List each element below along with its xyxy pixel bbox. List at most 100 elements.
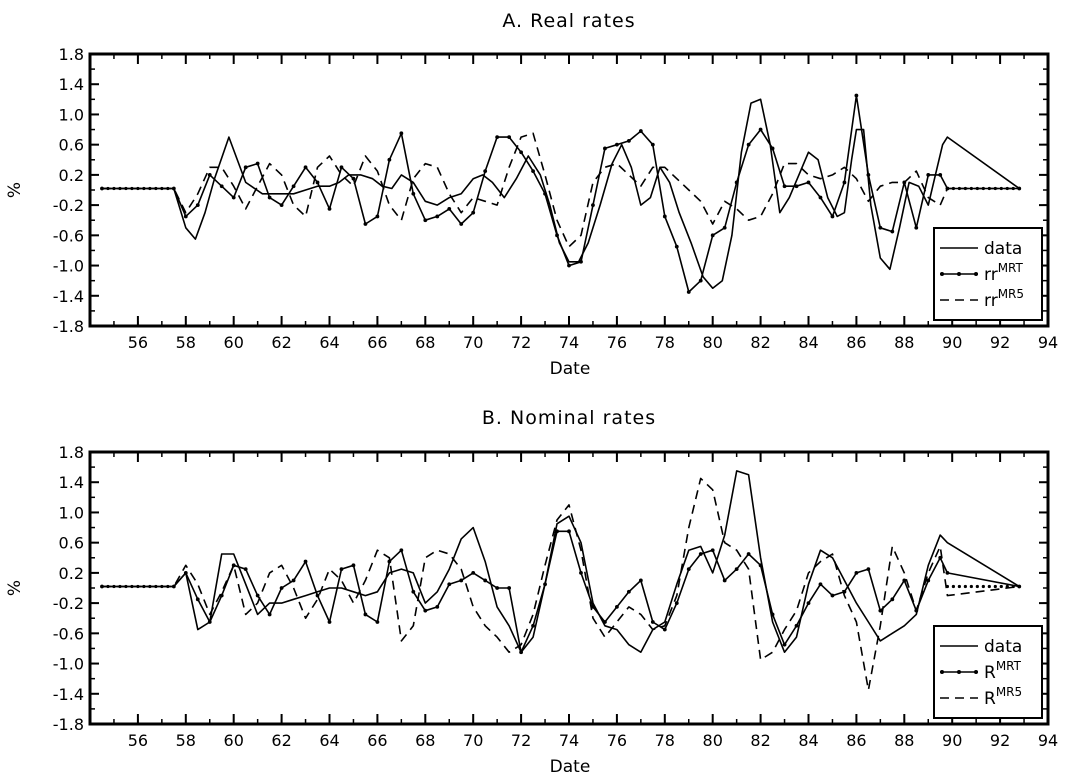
legend-marker	[940, 670, 944, 674]
y-tick-label: -0.2	[53, 196, 84, 215]
series-point	[495, 586, 500, 590]
y-tick-label: -1.4	[53, 685, 84, 704]
legend-box	[933, 625, 1043, 719]
series-point	[698, 278, 703, 283]
y-tick-label: 1.8	[59, 443, 84, 462]
series-point	[447, 206, 452, 211]
x-tick-label: 60	[224, 333, 244, 352]
legend-label: data	[984, 637, 1022, 657]
y-tick-label: 0.2	[59, 564, 84, 583]
legend-marker	[974, 670, 978, 674]
x-tick-label: 64	[319, 333, 339, 352]
x-tick-label: 86	[846, 333, 866, 352]
legend-label: data	[984, 239, 1022, 259]
series-point	[423, 218, 428, 223]
series-point	[567, 263, 571, 268]
x-axis-label: Date	[550, 757, 591, 777]
series-line-1	[102, 94, 1020, 293]
series-point	[231, 563, 236, 568]
series-point	[854, 570, 859, 575]
series-point	[926, 172, 931, 177]
series-point	[555, 233, 559, 238]
series-point	[945, 570, 950, 575]
series-point	[806, 180, 811, 185]
legend-label: rrMRT	[984, 261, 1024, 285]
series-point	[339, 567, 344, 572]
series-point	[279, 586, 284, 590]
series-point	[603, 146, 607, 151]
series-point	[195, 203, 200, 208]
series-point	[662, 214, 667, 219]
y-tick-label: -1.8	[53, 317, 84, 336]
series-point	[543, 582, 547, 587]
series-point	[698, 552, 703, 556]
series-point	[806, 601, 811, 606]
x-tick-label: 62	[271, 731, 291, 750]
x-tick-label: 92	[990, 731, 1010, 750]
series-point	[722, 225, 727, 230]
series-point	[830, 593, 835, 598]
x-tick-label: 70	[463, 731, 483, 750]
x-tick-label: 58	[176, 333, 196, 352]
series-point	[207, 620, 212, 624]
series-point	[710, 233, 715, 238]
series-point	[447, 582, 452, 587]
series-point	[993, 584, 997, 589]
series-point	[387, 157, 392, 162]
series-point	[142, 584, 146, 589]
series-point	[674, 601, 679, 606]
series-point	[267, 612, 272, 617]
chart-title: B. Nominal rates	[482, 407, 656, 429]
series-point	[483, 169, 488, 174]
series-point	[890, 229, 895, 234]
series-point	[195, 597, 200, 602]
series-point	[591, 604, 595, 609]
series-point	[172, 186, 176, 191]
series-point	[303, 559, 308, 564]
series-point	[279, 203, 284, 208]
legend-label: RMR5	[984, 685, 1022, 709]
x-tick-label: 72	[511, 731, 531, 750]
x-tick-label: 74	[559, 333, 579, 352]
x-tick-label: 62	[271, 333, 291, 352]
panel-a: A. Real rates 1.8 1.4 1.0 0.6 0.2 -0.2 -0.6 -1.0…	[5, 10, 1058, 379]
x-tick-label: 76	[607, 333, 627, 352]
series-point	[172, 584, 176, 589]
series-point	[351, 563, 356, 568]
x-tick-label: 92	[990, 333, 1010, 352]
series-point	[615, 142, 619, 147]
series-point	[207, 172, 212, 177]
y-axis-label: %	[5, 580, 25, 596]
series-point	[1017, 186, 1021, 191]
series-point	[794, 623, 799, 628]
series-point	[662, 627, 667, 632]
series-point	[638, 129, 643, 133]
series-point	[626, 138, 631, 143]
x-tick-label: 64	[319, 731, 339, 750]
x-tick-label: 84	[798, 333, 818, 352]
y-tick-label: 1.4	[59, 473, 84, 492]
series-point	[375, 620, 380, 624]
x-tick-label: 66	[367, 333, 387, 352]
series-point	[423, 608, 428, 613]
series-point	[183, 214, 188, 219]
x-tick-label: 88	[894, 731, 914, 750]
y-tick-label: 0.6	[59, 534, 84, 553]
series-point	[969, 186, 973, 191]
series-point	[315, 180, 320, 185]
series-point	[219, 184, 224, 189]
legend-marker	[957, 272, 961, 276]
series-point	[686, 567, 691, 572]
series-point	[507, 586, 512, 590]
x-tick-label: 76	[607, 731, 627, 750]
x-tick-label: 80	[703, 333, 723, 352]
series-point	[981, 584, 985, 589]
series-point	[1017, 584, 1021, 589]
series-point	[957, 584, 961, 589]
series-point	[567, 529, 571, 534]
series-point	[399, 548, 404, 553]
legend-marker	[940, 272, 944, 276]
series-point	[435, 604, 440, 609]
x-tick-label: 86	[846, 731, 866, 750]
